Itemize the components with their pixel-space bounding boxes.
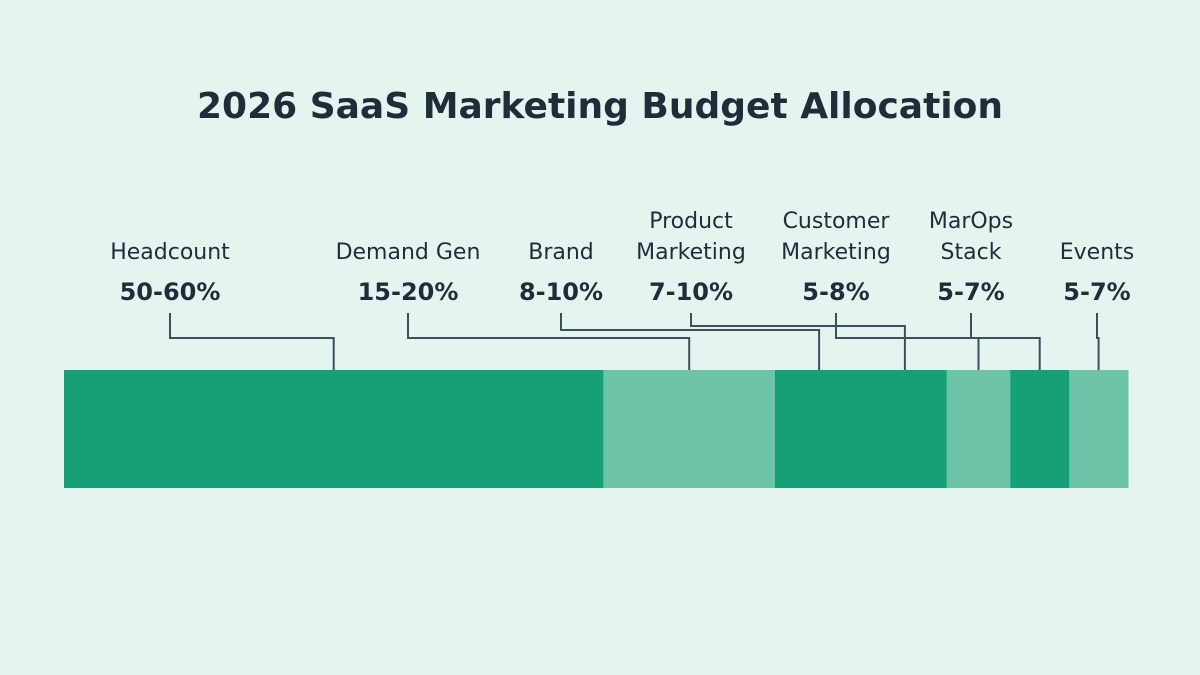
bar-segment-events [1069,370,1129,488]
value-label-demand-gen: 15-20% [358,278,459,306]
leader-lines [169,313,1100,370]
bar-segment-brand [774,370,864,488]
value-label-events: 5-7% [1063,278,1130,306]
leader-line-headcount [169,313,335,370]
value-label-headcount: 50-60% [120,278,221,306]
leader-line-customer-marketing [835,313,980,370]
leader-line-events [1096,313,1100,370]
leader-line-marops-stack [970,313,1041,370]
leader-line-demand-gen [407,313,691,370]
category-label-product-marketing: Product Marketing [636,209,746,265]
value-label-product-marketing: 7-10% [649,278,733,306]
category-label-demand-gen: Demand Gen [336,240,481,265]
bar-segment-customer-marketing [946,370,1011,488]
segment-labels: Headcount 50-60% Demand Gen 15-20% Brand 8-10… [110,209,1134,306]
category-label-brand: Brand [528,240,594,265]
category-label-events: Events [1060,240,1135,265]
chart-title: 2026 SaaS Marketing Budget Allocation [197,86,1003,127]
bar-segment-headcount [64,370,604,488]
value-label-customer-marketing: 5-8% [802,278,869,306]
category-label-customer-marketing: Customer Marketing [781,209,891,265]
bar-segment-product-marketing [863,370,948,488]
category-label-headcount: Headcount [110,240,230,265]
bar-segment-marops-stack [1010,370,1070,488]
leader-line-brand [560,313,821,370]
value-label-marops-stack: 5-7% [937,278,1004,306]
bar-segment-demand-gen [603,370,776,488]
leader-line-product-marketing [690,313,906,370]
stacked-bar [64,370,1129,488]
category-label-marops-stack: MarOps Stack [929,209,1013,265]
value-label-brand: 8-10% [519,278,603,306]
